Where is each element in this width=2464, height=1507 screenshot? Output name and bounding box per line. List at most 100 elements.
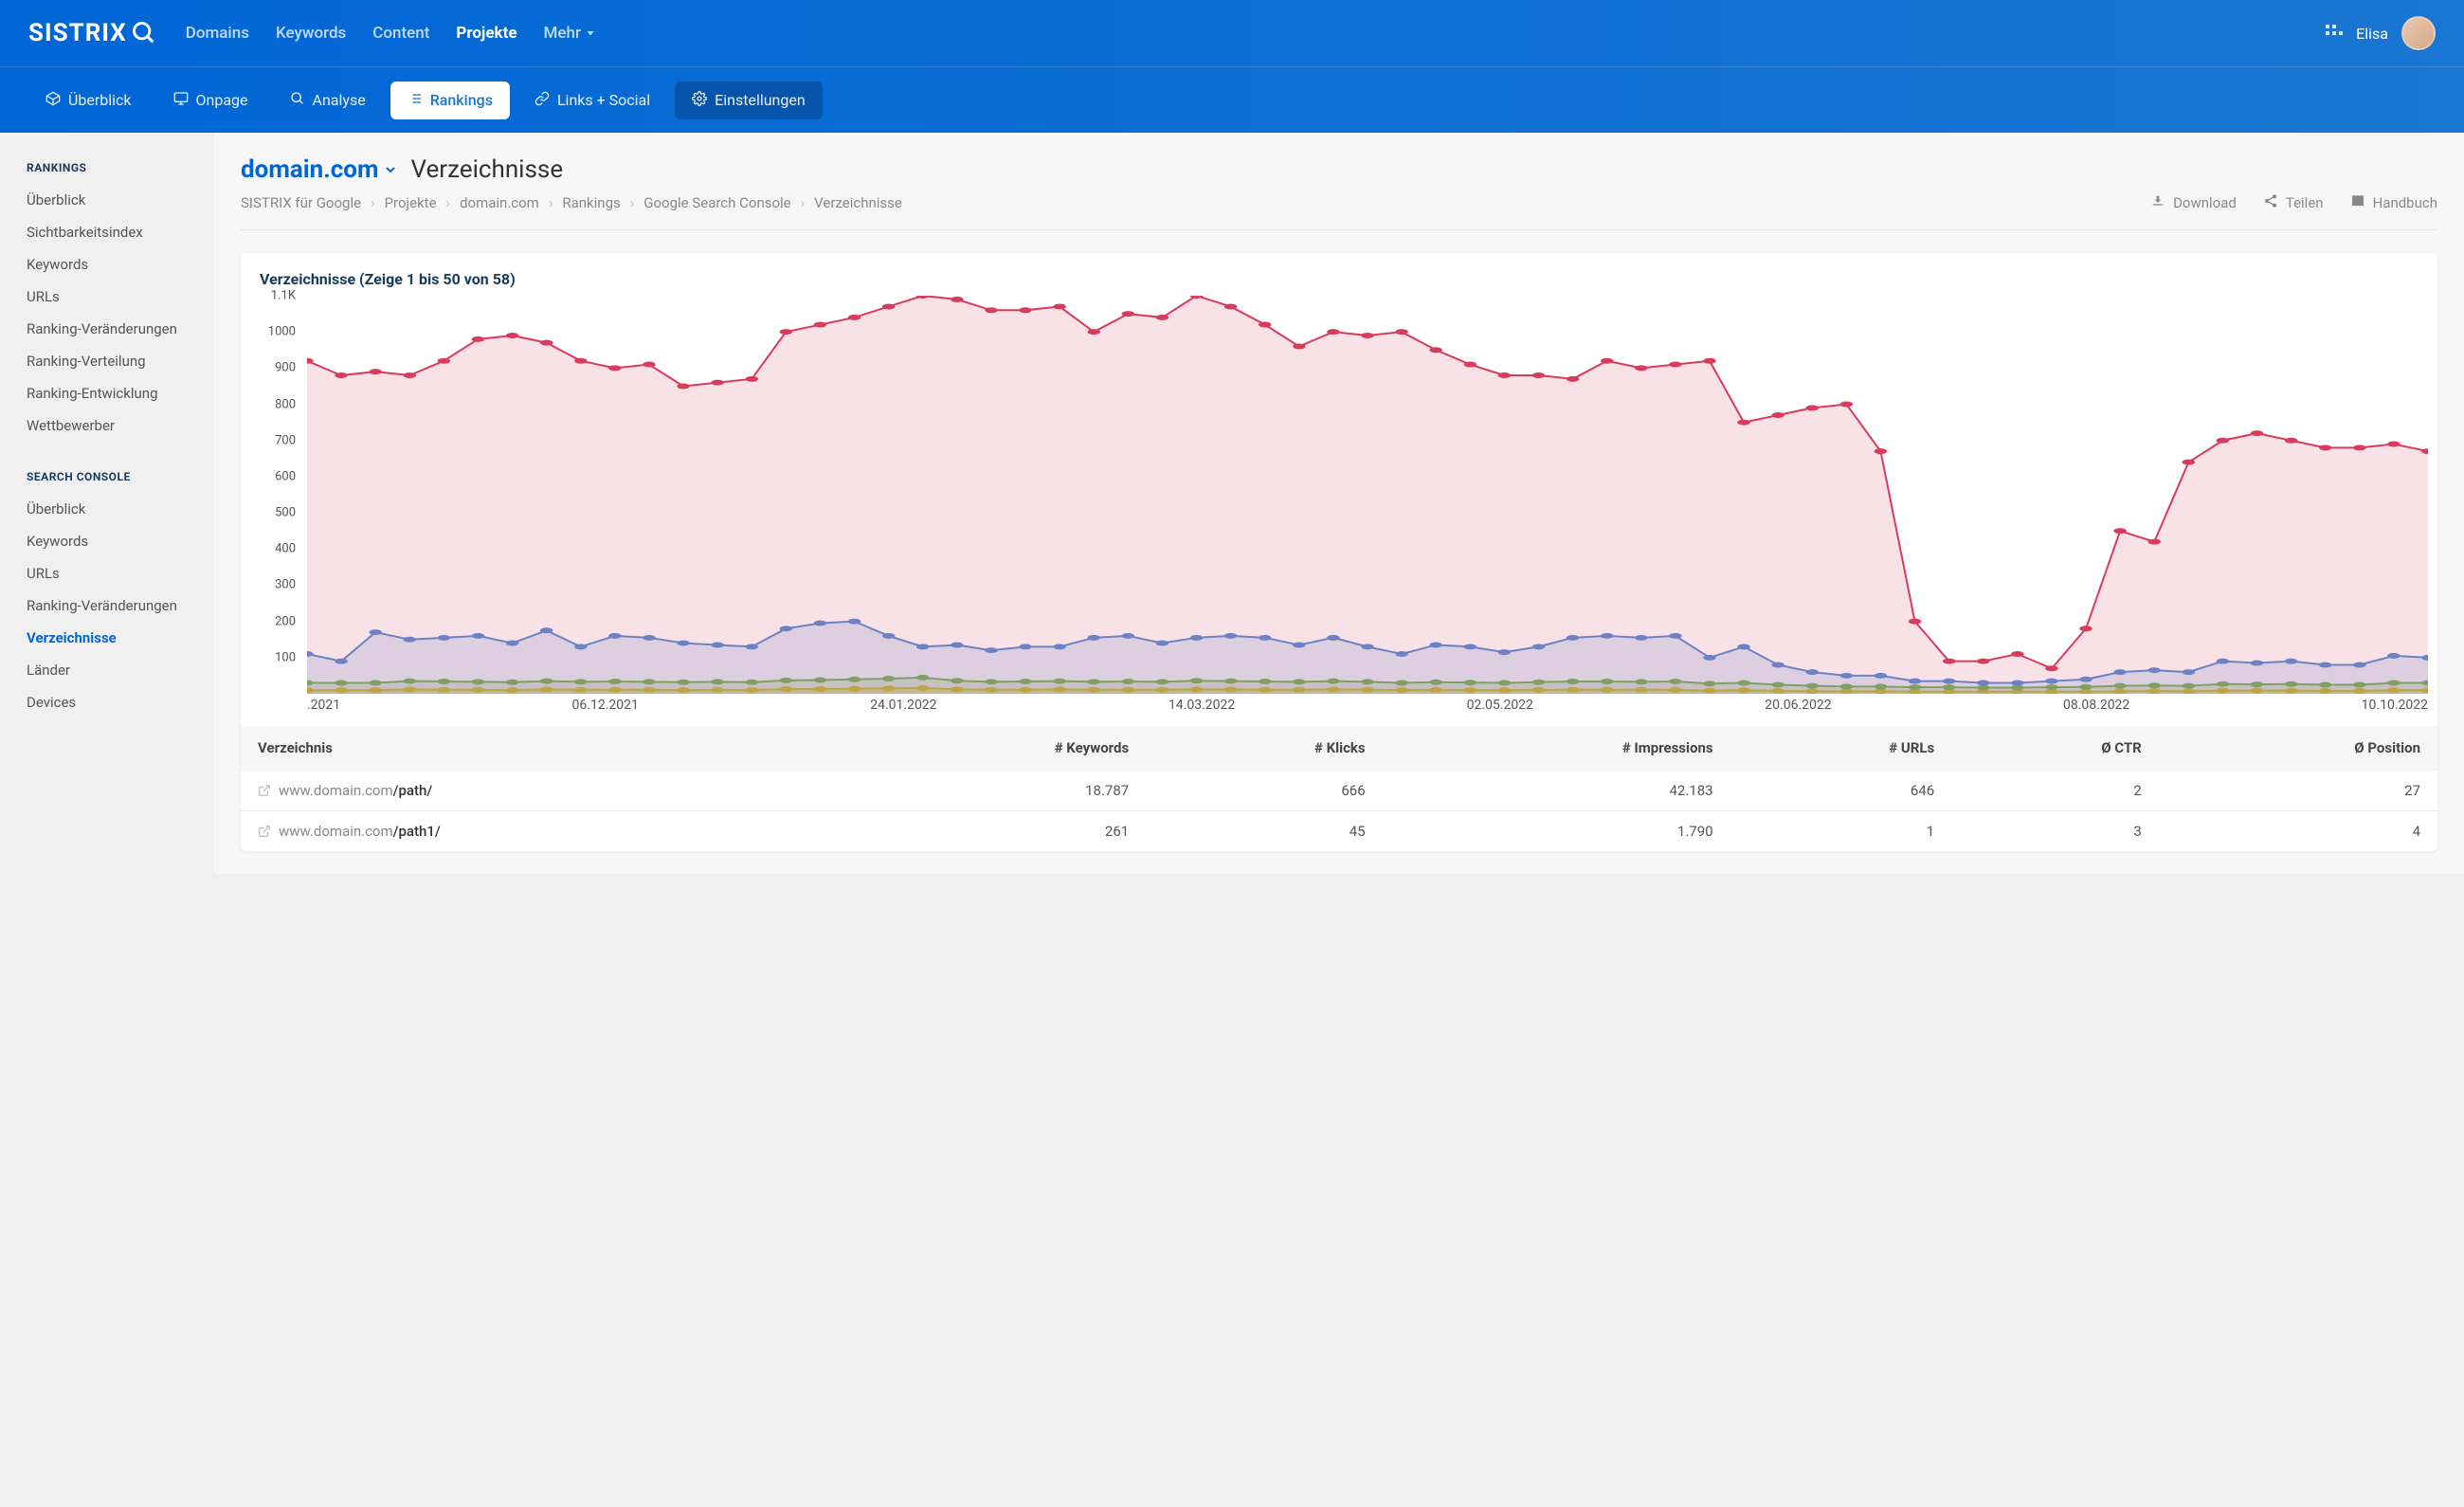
top-nav-domains[interactable]: Domains xyxy=(186,24,249,43)
list-icon xyxy=(408,91,423,110)
share-icon xyxy=(2263,193,2278,212)
domain-name: domain.com xyxy=(241,155,379,184)
y-tick-label: 500 xyxy=(275,506,296,520)
directory-table: Verzeichnis# Keywords# Klicks# Impressio… xyxy=(241,726,2437,851)
sidebar-item-l-nder[interactable]: Länder xyxy=(0,654,214,686)
download-button[interactable]: Download xyxy=(2150,193,2237,212)
sidebar-item-urls[interactable]: URLs xyxy=(0,557,214,590)
logo[interactable]: SISTRIX xyxy=(28,19,157,47)
table-cell: 1 xyxy=(1730,811,1952,852)
sidebar-item-keywords[interactable]: Keywords xyxy=(0,248,214,281)
y-tick-label: 700 xyxy=(275,433,296,447)
subnav--berblick[interactable]: Überblick xyxy=(28,82,149,119)
y-tick-label: 400 xyxy=(275,542,296,556)
cube-icon xyxy=(45,91,61,110)
table-cell: 261 xyxy=(844,811,1147,852)
main-content: domain.com Verzeichnisse SISTRIX für Goo… xyxy=(214,133,2464,874)
search-icon xyxy=(290,91,305,110)
subnav-analyse[interactable]: Analyse xyxy=(273,82,383,119)
y-tick-label: 1.1K xyxy=(271,289,296,303)
breadcrumb-item[interactable]: Projekte xyxy=(385,194,437,211)
breadcrumb-row: SISTRIX für Google›Projekte›domain.com›R… xyxy=(241,193,2437,230)
table-header[interactable]: Verzeichnis xyxy=(241,726,844,771)
book-icon xyxy=(2350,193,2365,212)
sidebar-section-search-console: SEARCH CONSOLE xyxy=(0,470,214,493)
search-icon xyxy=(131,20,157,46)
sidebar-item-sichtbarkeitsindex[interactable]: Sichtbarkeitsindex xyxy=(0,216,214,248)
table-cell: 4 xyxy=(2159,811,2437,852)
subnav-einstellungen[interactable]: Einstellungen xyxy=(675,82,823,119)
avatar[interactable] xyxy=(2401,16,2436,50)
top-nav-projekte[interactable]: Projekte xyxy=(456,24,516,43)
page-title-row: domain.com Verzeichnisse xyxy=(241,155,2437,184)
x-tick-label: 20.06.2022 xyxy=(1765,698,1831,713)
external-link-icon xyxy=(258,825,271,838)
table-cell: 1.790 xyxy=(1383,811,1730,852)
table-header[interactable]: # Keywords xyxy=(844,726,1147,771)
x-axis-labels: .202106.12.202124.01.202214.03.202202.05… xyxy=(241,694,2437,726)
table-cell: 27 xyxy=(2159,771,2437,811)
top-nav-keywords[interactable]: Keywords xyxy=(276,24,346,43)
user-name[interactable]: Elisa xyxy=(2356,25,2388,43)
y-axis-labels: 1.1K1000900800700600500400300200100 xyxy=(246,296,303,694)
y-tick-label: 1000 xyxy=(268,325,296,339)
external-link-icon xyxy=(258,784,271,797)
page-title: Verzeichnisse xyxy=(411,155,564,184)
sidebar-item-wettbewerber[interactable]: Wettbewerber xyxy=(0,409,214,442)
sidebar-item--berblick[interactable]: Überblick xyxy=(0,493,214,525)
y-tick-label: 200 xyxy=(275,614,296,628)
chevron-down-icon xyxy=(383,162,398,177)
y-tick-label: 300 xyxy=(275,578,296,592)
table-cell: 666 xyxy=(1146,771,1382,811)
page-actions: Download Teilen Handbuch xyxy=(2150,193,2437,212)
sidebar-item--berblick[interactable]: Überblick xyxy=(0,184,214,216)
sidebar-item-ranking-entwicklung[interactable]: Ranking-Entwicklung xyxy=(0,377,214,409)
table-cell: 45 xyxy=(1146,811,1382,852)
y-tick-label: 100 xyxy=(275,650,296,664)
x-tick-label: 14.03.2022 xyxy=(1169,698,1235,713)
chart-title: Verzeichnisse (Zeige 1 bis 50 von 58) xyxy=(241,253,2437,296)
table-header-row: Verzeichnis# Keywords# Klicks# Impressio… xyxy=(241,726,2437,771)
breadcrumb-item[interactable]: Rankings xyxy=(562,194,620,211)
sidebar-item-ranking-ver-nderungen[interactable]: Ranking-Veränderungen xyxy=(0,313,214,345)
table-row[interactable]: www.domain.com/path/18.78766642.18364622… xyxy=(241,771,2437,811)
breadcrumb: SISTRIX für Google›Projekte›domain.com›R… xyxy=(241,194,902,211)
sidebar-item-ranking-verteilung[interactable]: Ranking-Verteilung xyxy=(0,345,214,377)
handbuch-button[interactable]: Handbuch xyxy=(2350,193,2437,212)
top-header: SISTRIX Domains Keywords Content Projekte Me… xyxy=(0,0,2464,66)
table-header[interactable]: # Impressions xyxy=(1383,726,1730,771)
table-body: www.domain.com/path/18.78766642.18364622… xyxy=(241,771,2437,852)
sidebar-item-verzeichnisse[interactable]: Verzeichnisse xyxy=(0,622,214,654)
subnav-links-social[interactable]: Links + Social xyxy=(517,82,667,119)
breadcrumb-item[interactable]: domain.com xyxy=(460,194,539,211)
subnav-rankings[interactable]: Rankings xyxy=(390,82,510,119)
table-cell: 3 xyxy=(1951,811,2159,852)
y-tick-label: 600 xyxy=(275,469,296,483)
sidebar-item-keywords[interactable]: Keywords xyxy=(0,525,214,557)
chart-area: 1.1K1000900800700600500400300200100 xyxy=(241,296,2437,694)
sidebar-item-devices[interactable]: Devices xyxy=(0,686,214,718)
table-cell: 646 xyxy=(1730,771,1952,811)
x-tick-label: 06.12.2021 xyxy=(572,698,639,713)
monitor-icon xyxy=(173,91,189,110)
sidebar-item-ranking-ver-nderungen[interactable]: Ranking-Veränderungen xyxy=(0,590,214,622)
table-row[interactable]: www.domain.com/path1/261451.790134 xyxy=(241,811,2437,852)
url-cell: www.domain.com/path/ xyxy=(258,782,827,799)
table-header[interactable]: Ø Position xyxy=(2159,726,2437,771)
breadcrumb-item[interactable]: SISTRIX für Google xyxy=(241,194,361,211)
sidebar-section-rankings: RANKINGS xyxy=(0,161,214,184)
domain-selector[interactable]: domain.com xyxy=(241,155,398,184)
top-nav-content[interactable]: Content xyxy=(372,24,429,43)
table-header[interactable]: Ø CTR xyxy=(1951,726,2159,771)
breadcrumb-item[interactable]: Verzeichnisse xyxy=(814,194,902,211)
table-header[interactable]: # Klicks xyxy=(1146,726,1382,771)
table-header[interactable]: # URLs xyxy=(1730,726,1952,771)
breadcrumb-item[interactable]: Google Search Console xyxy=(643,194,790,211)
subnav-onpage[interactable]: Onpage xyxy=(156,82,265,119)
teilen-button[interactable]: Teilen xyxy=(2263,193,2324,212)
x-tick-label: 10.10.2022 xyxy=(2362,698,2428,713)
apps-icon[interactable] xyxy=(2326,25,2343,42)
sidebar-item-urls[interactable]: URLs xyxy=(0,281,214,313)
top-nav: Domains Keywords Content Projekte Mehr xyxy=(186,24,2326,43)
top-nav-mehr[interactable]: Mehr xyxy=(544,24,596,43)
